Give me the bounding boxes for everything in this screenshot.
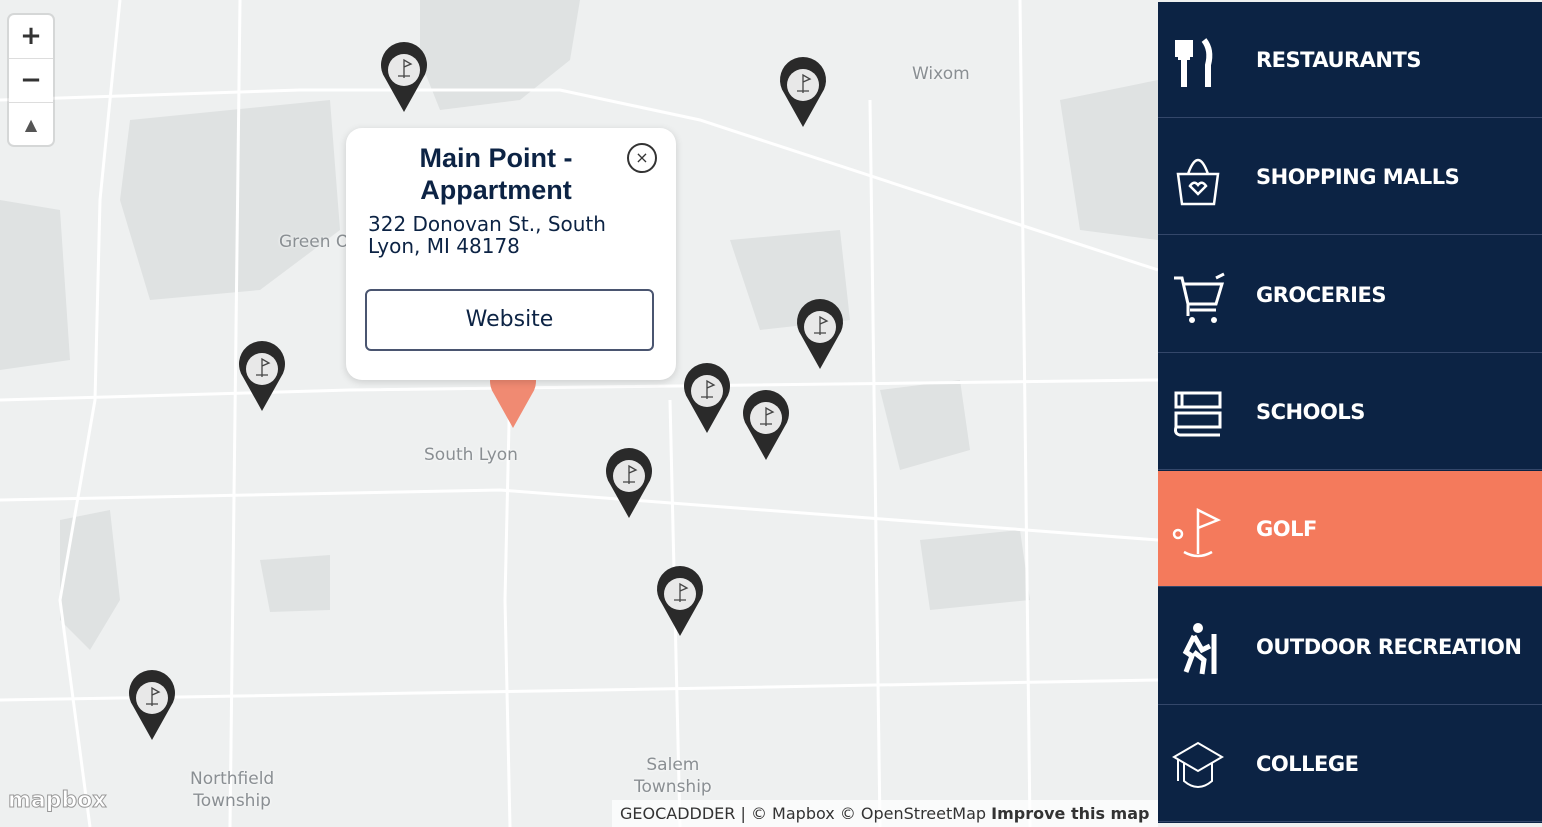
- category-label: RESTAURANTS: [1256, 48, 1421, 72]
- category-label: GOLF: [1256, 517, 1317, 542]
- category-item[interactable]: GOLF: [1158, 471, 1542, 588]
- category-icon: [1182, 622, 1217, 674]
- pin-icon: [146, 686, 161, 706]
- map-base: [0, 0, 1158, 827]
- place-label-line: Township: [193, 791, 271, 811]
- popup-close[interactable]: ×: [627, 143, 657, 173]
- attribution-text: GEOCADDDER | © Mapbox © OpenStreetMap: [620, 804, 987, 823]
- pin-icon: [760, 406, 775, 426]
- website-button[interactable]: Website: [365, 289, 654, 351]
- category-label: SCHOOLS: [1256, 399, 1365, 424]
- category-label: SHOPPING MALLS: [1256, 165, 1460, 190]
- category-label: OUTDOOR RECREATION: [1256, 634, 1522, 659]
- category-item[interactable]: SHOPPING MALLS: [1158, 119, 1542, 236]
- sidebar: RESTAURANTS SHOPPING MALLS GROCERIES SCHOOL…: [1158, 2, 1542, 823]
- golf-pin[interactable]: [656, 566, 703, 636]
- improve-link[interactable]: Improve this map: [991, 804, 1150, 823]
- popup-title: Main Point - Appartment: [419, 143, 573, 205]
- golf-pin[interactable]: [684, 363, 731, 433]
- category-item[interactable]: OUTDOOR RECREATION: [1158, 589, 1542, 705]
- pin-icon: [701, 379, 716, 399]
- golf-pin[interactable]: [797, 299, 843, 369]
- golf-pin[interactable]: [743, 390, 789, 460]
- category-item[interactable]: RESTAURANTS: [1158, 2, 1542, 118]
- place-label: Salem Township: [634, 754, 712, 798]
- popup-address: 322 Donovan St., South Lyon, MI 48178: [368, 212, 606, 258]
- place-label: Northfield Township: [190, 768, 274, 812]
- golf-pin[interactable]: [239, 341, 286, 411]
- golf-pin[interactable]: [129, 670, 175, 740]
- mapbox-logo[interactable]: mapbox: [8, 788, 108, 814]
- golf-pin[interactable]: [381, 42, 427, 112]
- category-icon: [1176, 159, 1220, 206]
- zoom-controls: + − ▲: [9, 15, 53, 145]
- category-label: COLLEGE: [1256, 751, 1359, 776]
- category-icon: [1172, 741, 1224, 788]
- compass[interactable]: ▲: [24, 115, 38, 134]
- category-icon: [1174, 391, 1222, 437]
- category-label: GROCERIES: [1256, 282, 1386, 307]
- golf-pin[interactable]: [606, 448, 652, 518]
- pin-icon: [814, 315, 829, 335]
- pin-icon: [674, 582, 689, 602]
- map[interactable]: Wixom Green Oak South Lyon Northfield Tow…: [0, 0, 1158, 827]
- place-label: Wixom: [912, 64, 970, 84]
- pin-icon: [256, 357, 271, 377]
- category-icon: [1172, 508, 1222, 558]
- pin-icon: [398, 58, 413, 78]
- place-label-line: Northfield: [190, 769, 275, 789]
- zoom-out[interactable]: −: [9, 59, 53, 103]
- pin-icon: [797, 73, 812, 93]
- popup: Main Point - Appartment × 322 Donovan St…: [346, 128, 676, 380]
- category-item[interactable]: GROCERIES: [1158, 237, 1542, 353]
- category-item[interactable]: SCHOOLS: [1158, 354, 1542, 470]
- attribution: GEOCADDDER | © Mapbox © OpenStreetMap Im…: [612, 800, 1158, 827]
- category-icon: [1175, 38, 1213, 87]
- place-label-line: Township: [634, 777, 712, 797]
- category-icon: [1174, 272, 1225, 323]
- place-label: South Lyon: [424, 445, 518, 465]
- pin-icon: [623, 464, 638, 484]
- zoom-in[interactable]: +: [9, 15, 53, 59]
- category-item[interactable]: COLLEGE: [1158, 706, 1542, 822]
- golf-pin[interactable]: [780, 57, 826, 127]
- place-label-line: Salem: [646, 755, 700, 775]
